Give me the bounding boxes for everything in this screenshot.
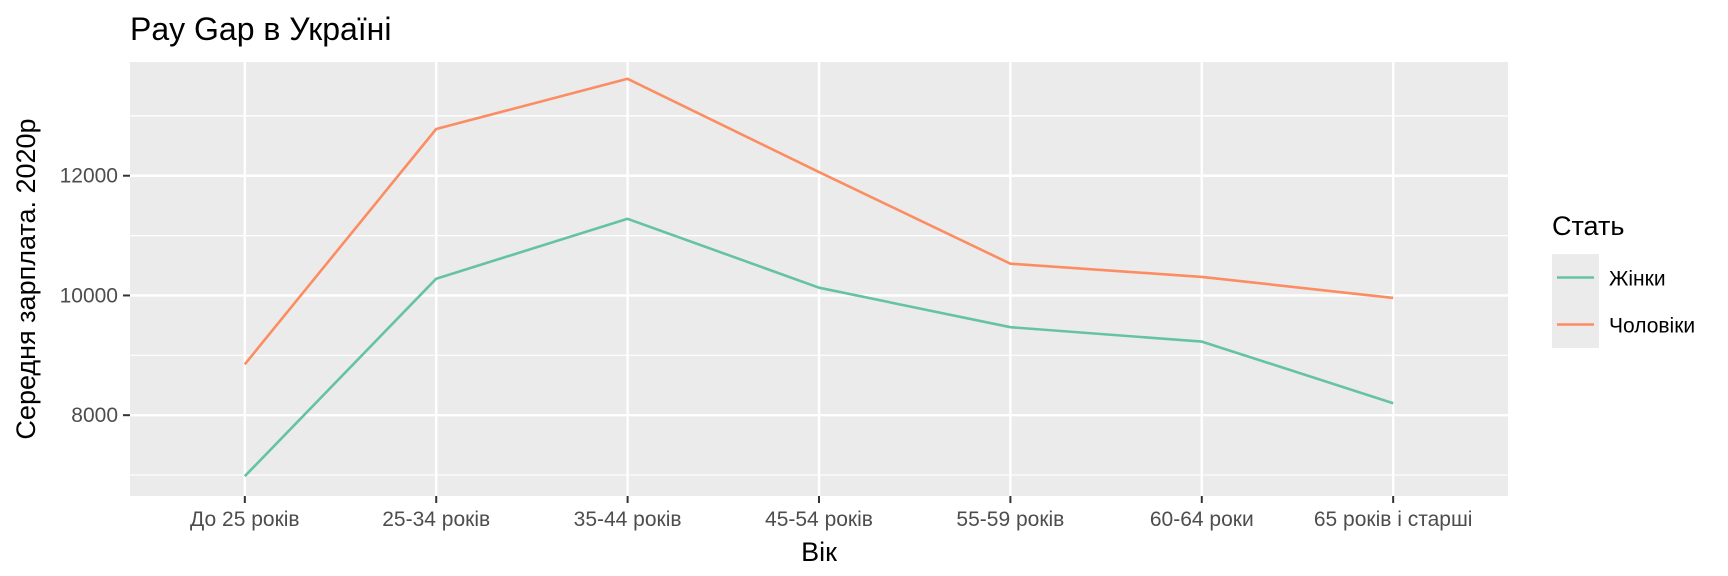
legend-label: Чоловіки [1609,315,1695,338]
y-tick-label: 8000 [71,404,118,427]
x-tick-label: 60-64 роки [1150,508,1254,531]
x-tick-label: 55-59 років [956,508,1064,531]
series-line-1 [243,217,1394,478]
x-axis: До 25 років 25-34 років 35-44 років 45-54 р… [190,496,1472,531]
series-lines [243,77,1394,478]
y-axis: 8000 10000 12000 [60,165,130,427]
x-axis-title: Вік [801,537,837,567]
legend-key-background [1552,254,1599,348]
chart-title: Pay Gap в Україні [130,11,391,47]
y-tick-label: 10000 [60,284,118,307]
x-tick-label: До 25 років [190,508,300,531]
major-gridlines [130,62,1508,496]
legend-title: Стать [1552,211,1624,241]
x-tick-label: 35-44 років [574,508,682,531]
x-tick-label: 25-34 років [382,508,490,531]
legend: Стать Жінки Чоловіки [1552,211,1695,348]
x-tick-label: 65 років і старші [1314,508,1473,531]
y-axis-title: Середня зарплата. 2020р [11,118,41,439]
legend-label: Жінки [1609,268,1666,291]
series-line-2 [243,77,1394,366]
x-tick-label: 45-54 років [765,508,873,531]
y-tick-label: 12000 [60,165,118,188]
